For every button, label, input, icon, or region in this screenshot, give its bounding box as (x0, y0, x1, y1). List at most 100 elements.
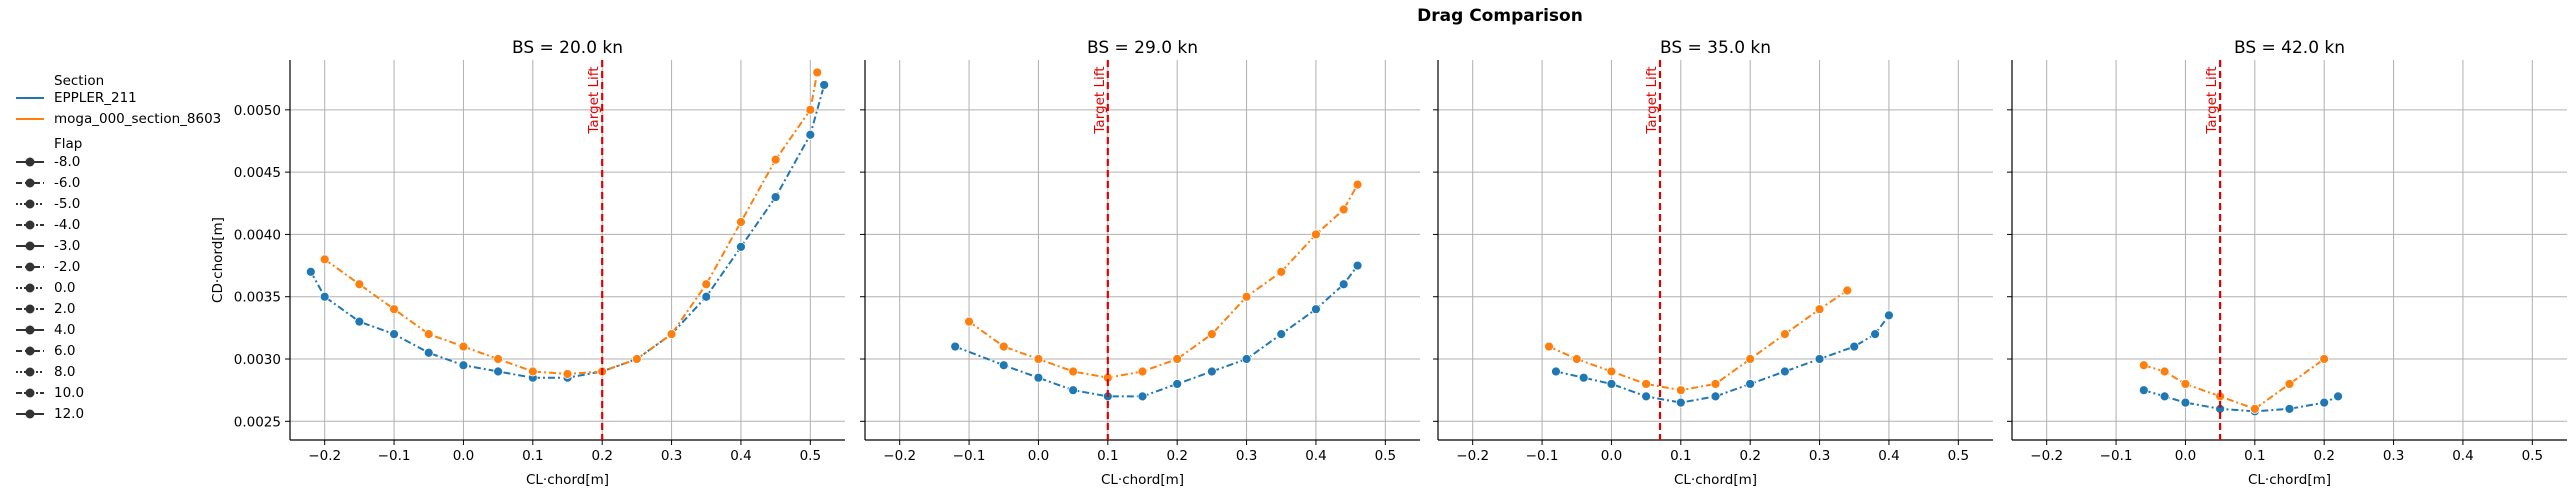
legend-flap-label-9: 6.0 (54, 343, 75, 359)
x-tick-label: 0.2 (1166, 448, 1187, 464)
x-tick-label: 0.2 (591, 448, 612, 464)
data-point-moga_000_section_8603 (423, 329, 434, 339)
data-point-EPPLER_211 (1779, 366, 1790, 377)
x-tick-label: −0.2 (2030, 448, 2063, 464)
x-tick-label: 0.4 (1878, 448, 1899, 464)
x-tick-label: 0.5 (800, 448, 821, 464)
x-tick-label: 0.3 (2383, 448, 2404, 464)
data-point-EPPLER_211 (2138, 385, 2149, 396)
data-point-moga_000_section_8603 (2159, 366, 2170, 377)
data-point-moga_000_section_8603 (1571, 354, 1582, 364)
x-tick-label: 0.1 (522, 448, 543, 464)
legend-flap-label-4: -3.0 (54, 238, 80, 254)
data-point-EPPLER_211 (1352, 260, 1363, 271)
data-point-EPPLER_211 (1551, 366, 1561, 377)
legend-flap-label-5: -2.0 (54, 259, 80, 275)
data-point-EPPLER_211 (950, 341, 961, 352)
data-point-EPPLER_211 (1870, 329, 1880, 339)
x-axis-label: CL·chord[m] (1101, 472, 1184, 488)
data-point-EPPLER_211 (2159, 391, 2170, 402)
data-point-moga_000_section_8603 (701, 279, 712, 290)
legend-flap-marker-2 (25, 199, 35, 209)
data-point-moga_000_section_8603 (1641, 379, 1652, 389)
x-tick-label: 0.0 (1601, 448, 1622, 464)
x-tick-label: −0.1 (378, 448, 411, 464)
panel-title: BS = 35.0 kn (1660, 38, 1771, 58)
x-tick-label: 0.5 (2522, 448, 2543, 464)
data-point-moga_000_section_8603 (964, 316, 974, 327)
legend-flap-marker-3 (25, 220, 35, 230)
data-point-EPPLER_211 (1338, 279, 1349, 290)
data-point-EPPLER_211 (305, 266, 316, 277)
x-axis-label: CL·chord[m] (2248, 472, 2331, 488)
data-point-moga_000_section_8603 (354, 279, 365, 290)
panel-title: BS = 20.0 kn (512, 38, 623, 58)
data-point-moga_000_section_8603 (1276, 266, 1287, 277)
data-point-moga_000_section_8603 (770, 154, 781, 165)
legend-flap-label-1: -6.0 (54, 175, 80, 191)
data-point-EPPLER_211 (1241, 354, 1252, 364)
legend-flap-marker-11 (25, 388, 35, 398)
y-tick-label: 0.0025 (234, 414, 281, 430)
data-point-moga_000_section_8603 (2249, 403, 2260, 414)
data-point-EPPLER_211 (819, 80, 830, 90)
data-point-EPPLER_211 (736, 241, 746, 252)
data-point-moga_000_section_8603 (1745, 354, 1756, 364)
data-point-moga_000_section_8603 (805, 104, 816, 115)
x-tick-label: 0.1 (1097, 448, 1118, 464)
legend-flap-label-11: 10.0 (54, 385, 84, 401)
panel-title: BS = 42.0 kn (2234, 38, 2345, 58)
x-tick-label: −0.1 (2100, 448, 2133, 464)
data-point-EPPLER_211 (1814, 354, 1825, 364)
target-lift-label: Target Lift (1644, 66, 1660, 134)
data-point-moga_000_section_8603 (1606, 366, 1617, 377)
x-tick-label: 0.2 (2313, 448, 2334, 464)
data-point-moga_000_section_8603 (666, 329, 677, 339)
data-point-EPPLER_211 (2284, 403, 2295, 414)
data-point-EPPLER_211 (1710, 391, 1721, 402)
legend-flap-label-2: -5.0 (54, 196, 80, 212)
x-tick-label: 0.0 (453, 448, 474, 464)
data-point-moga_000_section_8603 (1137, 366, 1148, 377)
x-tick-label: −0.1 (1526, 448, 1559, 464)
legend-flap-label-6: 0.0 (54, 280, 75, 296)
data-point-EPPLER_211 (1675, 397, 1686, 408)
target-lift-label: Target Lift (1092, 66, 1108, 134)
x-tick-label: 0.0 (1028, 448, 1049, 464)
data-point-moga_000_section_8603 (1068, 366, 1079, 377)
data-point-moga_000_section_8603 (1779, 329, 1790, 339)
target-lift-label: Target Lift (586, 66, 602, 134)
data-point-EPPLER_211 (1745, 379, 1756, 389)
data-point-moga_000_section_8603 (1842, 285, 1853, 296)
data-point-EPPLER_211 (1137, 391, 1148, 402)
x-tick-label: 0.5 (1948, 448, 1969, 464)
data-point-moga_000_section_8603 (2138, 360, 2149, 371)
x-tick-label: −0.2 (1456, 448, 1489, 464)
data-point-moga_000_section_8603 (631, 354, 642, 364)
x-tick-label: 0.2 (1739, 448, 1760, 464)
series-line-moga_000_section_8603 (324, 72, 819, 375)
legend-section-title: Section (54, 73, 104, 89)
x-tick-label: 0.3 (1236, 448, 1257, 464)
data-point-moga_000_section_8603 (1352, 179, 1363, 190)
y-tick-label: 0.0050 (234, 103, 281, 119)
legend-flap-label-8: 4.0 (54, 322, 75, 338)
data-point-moga_000_section_8603 (1338, 204, 1349, 215)
series-line-moga_000_section_8603 (968, 184, 1359, 379)
data-point-moga_000_section_8603 (527, 366, 538, 377)
y-tick-label: 0.0040 (234, 227, 281, 243)
data-point-moga_000_section_8603 (1544, 341, 1554, 352)
y-tick-label: 0.0045 (234, 165, 281, 181)
x-tick-label: 0.3 (1809, 448, 1830, 464)
data-point-moga_000_section_8603 (458, 341, 469, 352)
series-line-moga_000_section_8603 (1548, 289, 1848, 392)
data-point-EPPLER_211 (2319, 397, 2330, 408)
data-point-EPPLER_211 (319, 291, 330, 302)
legend-flap-marker-0 (25, 157, 35, 167)
data-point-moga_000_section_8603 (1814, 304, 1825, 315)
data-point-moga_000_section_8603 (736, 217, 746, 227)
data-point-moga_000_section_8603 (998, 341, 1009, 352)
legend-flap-title: Flap (54, 136, 82, 152)
